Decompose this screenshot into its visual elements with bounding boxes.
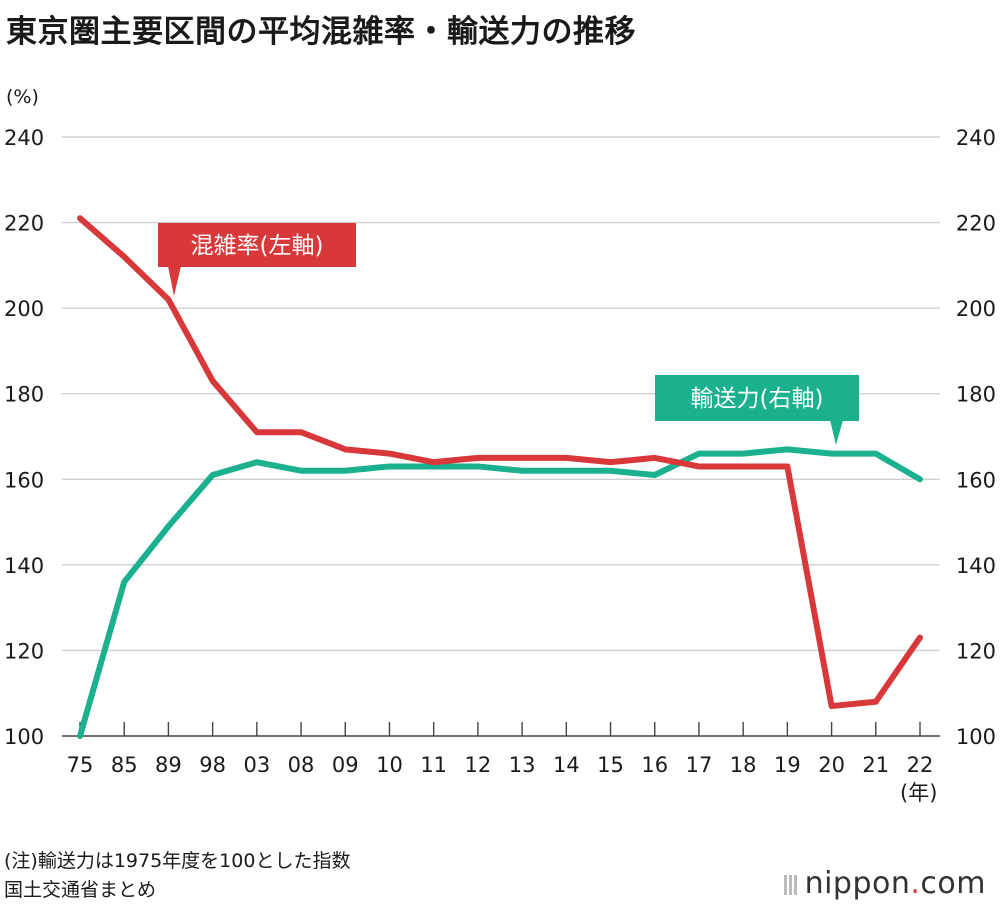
y-tick-label-left: 240 xyxy=(4,126,44,150)
x-tick-label: 18 xyxy=(730,753,757,777)
logo-suffix: com xyxy=(920,866,986,901)
x-tick-label: 08 xyxy=(288,753,315,777)
x-tick-label: 21 xyxy=(862,753,889,777)
congestion-callout-box xyxy=(158,223,356,267)
x-tick-label: 14 xyxy=(553,753,580,777)
x-unit-label: (年) xyxy=(900,781,937,805)
left-y-axis: 100 120 140 160 180 200 220 240 xyxy=(4,126,44,749)
right-y-axis: 100 120 140 160 180 200 220 240 xyxy=(956,126,996,749)
logo-dot: . xyxy=(910,866,921,901)
y-tick-label-left: 160 xyxy=(4,468,44,492)
logo-name: nippon xyxy=(804,866,911,901)
logo-bars-icon xyxy=(783,866,799,901)
y-tick-label-left: 140 xyxy=(4,554,44,578)
x-tick-label: 12 xyxy=(465,753,492,777)
y-tick-label-right: 160 xyxy=(956,468,996,492)
y-tick-label-right: 220 xyxy=(956,212,996,236)
y-tick-label-right: 140 xyxy=(956,554,996,578)
congestion-callout: 混雑率(左軸) xyxy=(158,223,356,296)
congestion-callout-pointer xyxy=(168,266,181,296)
y-tick-label-left: 120 xyxy=(4,639,44,663)
x-tick-label: 98 xyxy=(199,753,226,777)
y-tick-label-right: 240 xyxy=(956,126,996,150)
y-tick-label-left: 180 xyxy=(4,383,44,407)
x-axis: 75 85 89 98 03 08 09 10 11 12 13 14 15 16 17 18 19 20 21 22 xyxy=(67,753,934,777)
transport-capacity-line xyxy=(77,446,923,739)
x-axis-ticks xyxy=(79,722,921,736)
y-tick-label-left: 220 xyxy=(4,212,44,236)
publisher-logo: nippon.com xyxy=(783,866,986,901)
x-tick-label: 19 xyxy=(774,753,801,777)
series-lines xyxy=(77,215,923,739)
congestion-rate-line xyxy=(77,215,923,710)
series-callouts: 混雑率(左軸) 輸送力(右軸) xyxy=(158,223,859,445)
congestion-callout-text: 混雑率(左軸) xyxy=(191,233,324,259)
x-tick-label: 75 xyxy=(67,753,94,777)
y-tick-label-right: 200 xyxy=(956,297,996,321)
x-tick-label: 16 xyxy=(641,753,668,777)
transport-callout-box xyxy=(655,375,859,421)
y-unit-label: (%) xyxy=(6,86,39,108)
x-tick-label: 15 xyxy=(597,753,624,777)
x-tick-label: 20 xyxy=(818,753,845,777)
chart-title: 東京圏主要区間の平均混雑率・輸送力の推移 xyxy=(6,14,636,50)
x-tick-label: 09 xyxy=(332,753,359,777)
x-tick-label: 22 xyxy=(907,753,934,777)
y-tick-label-left: 100 xyxy=(4,725,44,749)
x-tick-label: 11 xyxy=(420,753,447,777)
x-tick-label: 85 xyxy=(111,753,138,777)
y-tick-label-right: 180 xyxy=(956,383,996,407)
y-tick-label-right: 100 xyxy=(956,725,996,749)
x-tick-label: 13 xyxy=(509,753,536,777)
source-note: 国土交通省まとめ xyxy=(4,879,157,901)
x-tick-label: 10 xyxy=(376,753,403,777)
y-tick-label-left: 200 xyxy=(4,297,44,321)
transport-callout-text: 輸送力(右軸) xyxy=(691,386,824,412)
footnote: (注)輸送力は1975年度を100とした指数 xyxy=(4,850,351,872)
y-tick-label-right: 120 xyxy=(956,639,996,663)
transport-callout-pointer xyxy=(830,420,843,445)
transport-callout: 輸送力(右軸) xyxy=(655,375,859,445)
x-tick-label: 89 xyxy=(155,753,182,777)
x-tick-label: 17 xyxy=(686,753,713,777)
x-tick-label: 03 xyxy=(243,753,270,777)
